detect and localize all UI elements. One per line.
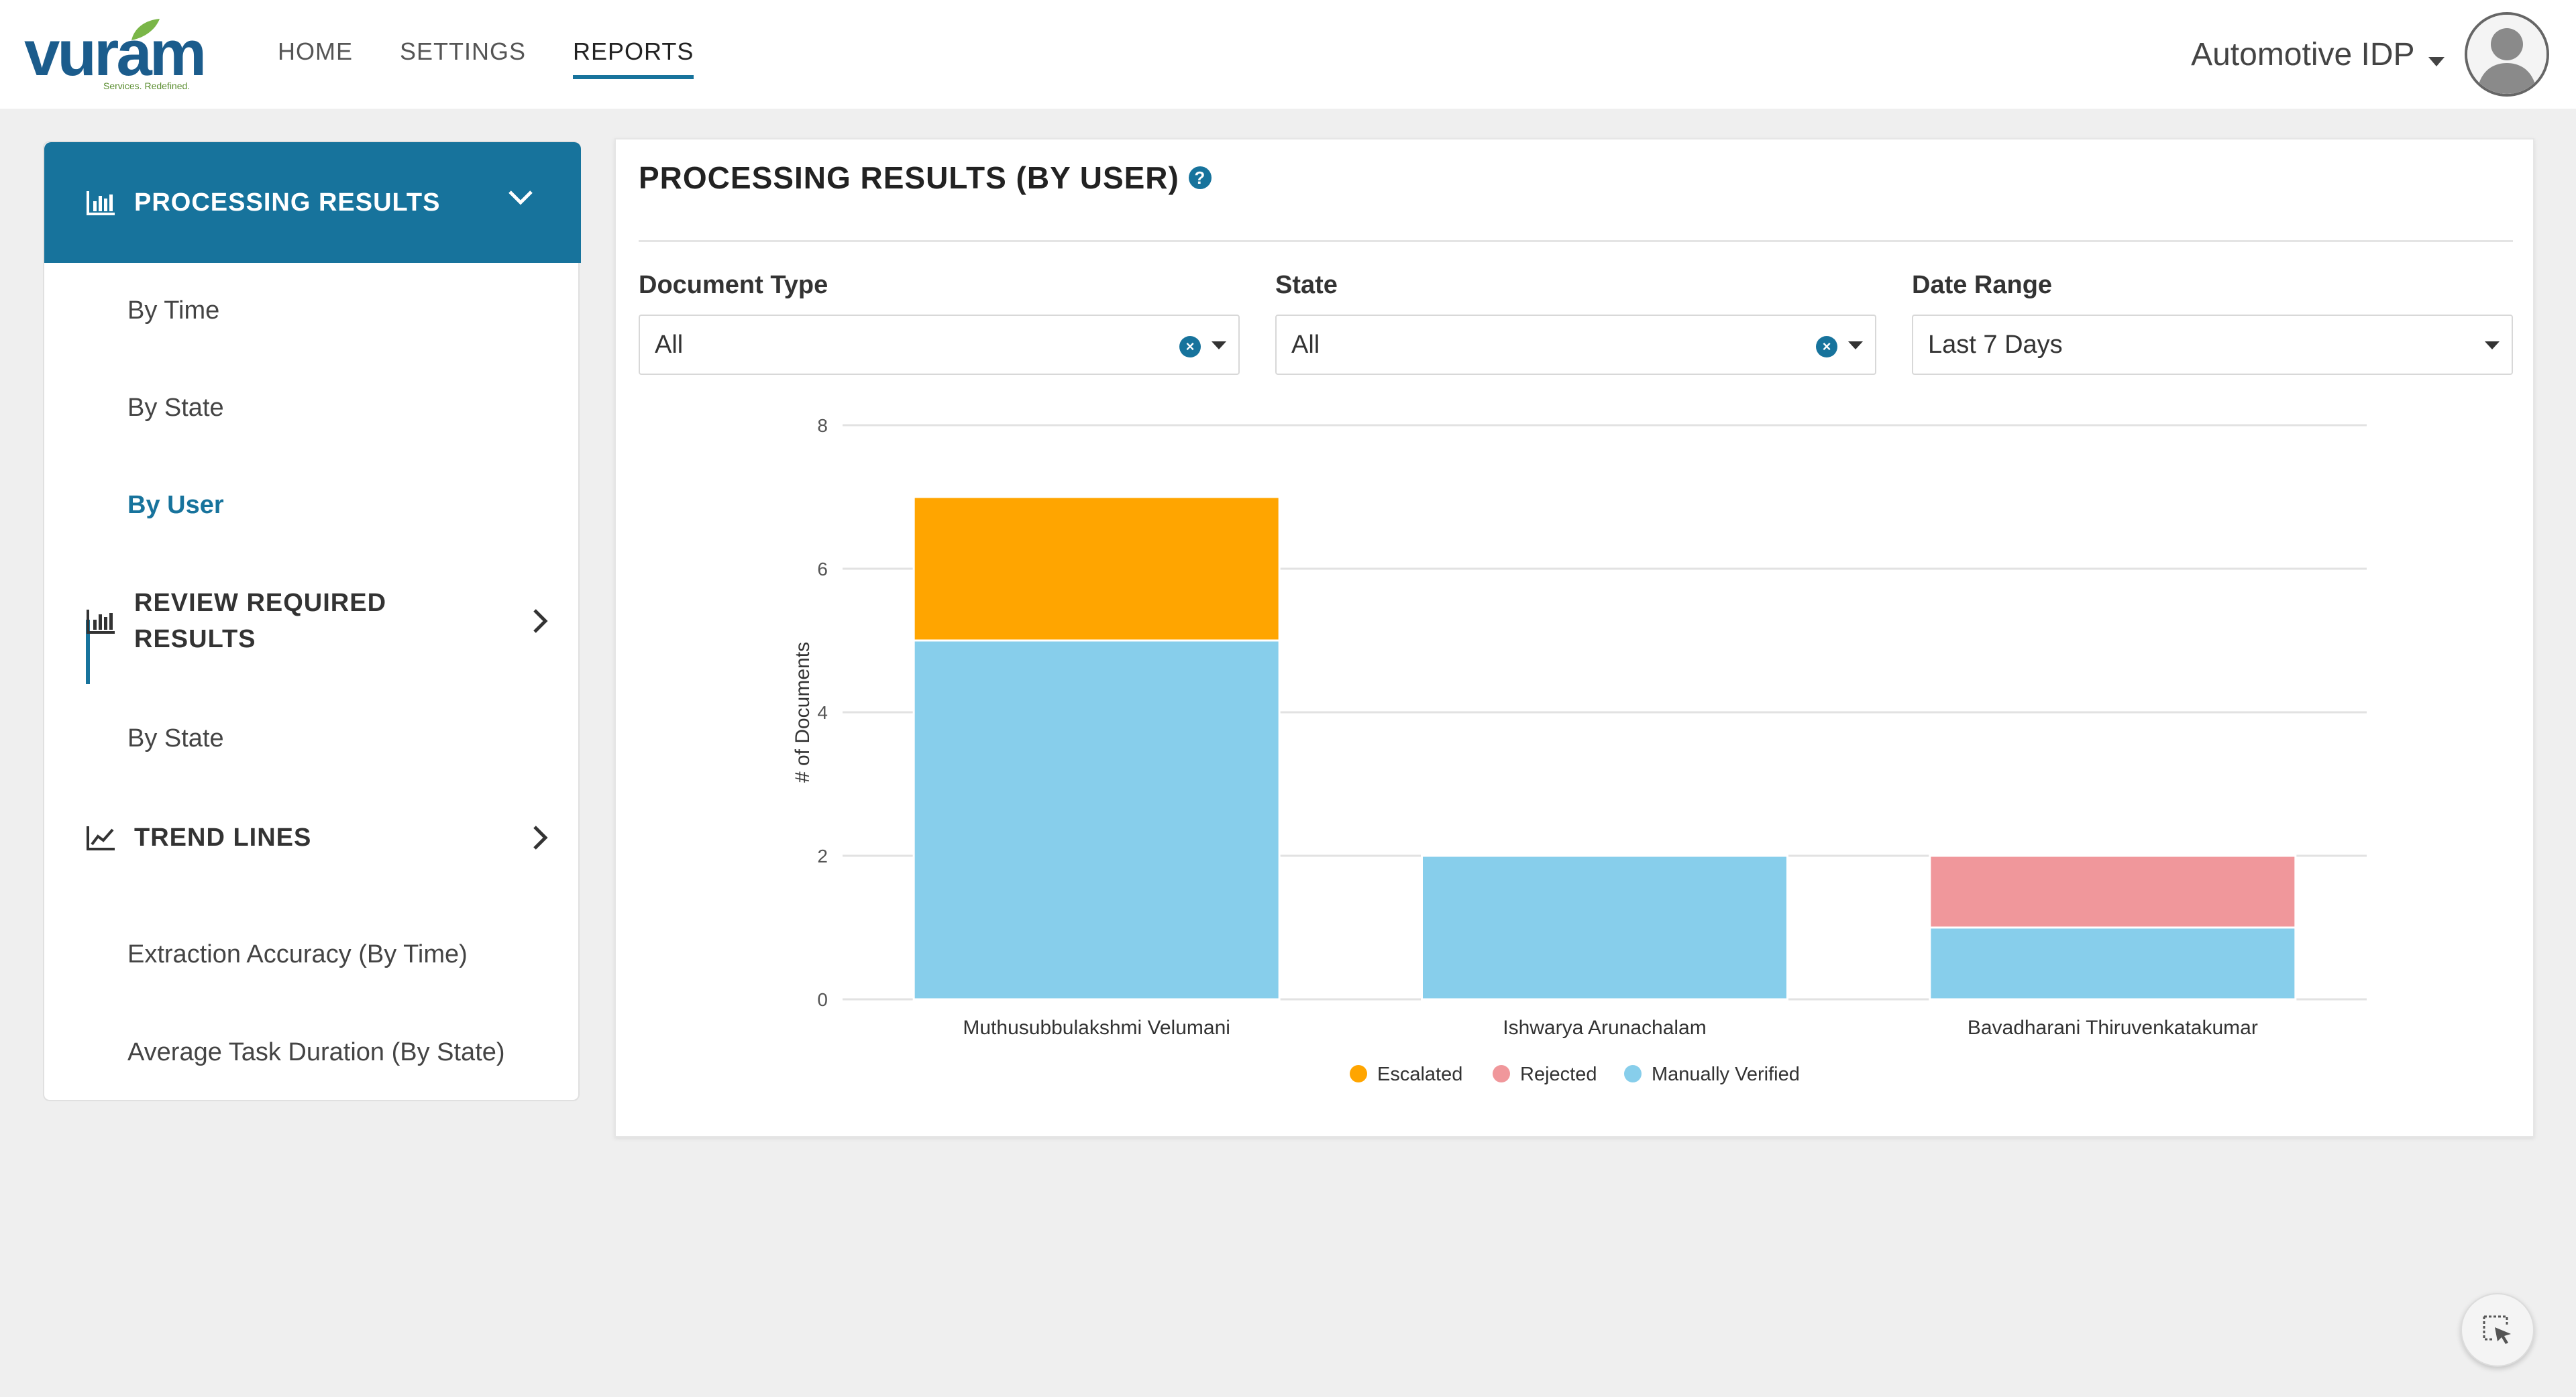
logo-tagline: Services. Redefined. <box>103 80 191 91</box>
divider <box>639 240 2513 242</box>
document-type-select[interactable]: All × <box>639 315 1240 375</box>
legend-marker <box>1350 1065 1367 1082</box>
x-tick-label: Muthusubbulakshmi Velumani <box>963 1017 1230 1039</box>
clear-icon[interactable]: × <box>1816 336 1837 357</box>
user-dropdown[interactable]: Automotive IDP <box>2191 36 2445 73</box>
sidebar-group-trend-lines[interactable]: TREND LINES <box>86 820 555 856</box>
filter-date-range: Date Range Last 7 Days <box>1912 271 2513 375</box>
sidebar-item-extraction-accuracy[interactable]: Extraction Accuracy (By Time) <box>127 940 468 968</box>
date-range-select[interactable]: Last 7 Days <box>1912 315 2513 375</box>
sidebar-group-processing-results[interactable]: PROCESSING RESULTS <box>44 142 581 263</box>
user-name: Automotive IDP <box>2191 36 2415 72</box>
page-title: PROCESSING RESULTS (BY USER) ? <box>639 160 1212 196</box>
y-tick-label: 6 <box>817 559 828 579</box>
bar-chart-icon <box>87 610 115 634</box>
caret-down-icon <box>2428 57 2445 67</box>
caret-down-icon[interactable] <box>2485 341 2500 349</box>
filter-label: Date Range <box>1912 271 2053 299</box>
filter-document-type: Document Type All × <box>639 271 1240 375</box>
top-bar: vuram Services. Redefined. HOME SETTINGS… <box>0 0 2576 109</box>
bar-rejected <box>1929 854 2297 929</box>
sidebar-item-by-state[interactable]: By State <box>127 394 224 422</box>
pointer-select-icon <box>2483 1315 2511 1344</box>
bar-manually-verified <box>1421 854 1788 1001</box>
sidebar-group-review-required[interactable]: REVIEW REQUIRED RESULTS <box>86 585 555 657</box>
select-value: Last 7 Days <box>1928 330 2063 359</box>
legend-marker <box>1624 1065 1642 1082</box>
bar-manually-verified <box>912 639 1281 1001</box>
nav-reports[interactable]: REPORTS <box>573 38 694 79</box>
state-select[interactable]: All × <box>1275 315 1876 375</box>
main-nav: HOME SETTINGS REPORTS <box>278 38 694 79</box>
x-tick-label: Bavadharani Thiruvenkatakumar <box>1968 1017 2258 1039</box>
user-avatar-icon <box>2467 15 2546 94</box>
select-value: All <box>655 330 684 359</box>
filter-label: Document Type <box>639 271 828 299</box>
select-value: All <box>1291 330 1320 359</box>
avatar[interactable] <box>2465 12 2549 97</box>
y-tick-label: 0 <box>817 989 828 1010</box>
reports-sidebar: PROCESSING RESULTS By Time By State By U… <box>43 141 581 1101</box>
sidebar-item-average-task-duration[interactable]: Average Task Duration (By State) <box>127 1038 505 1066</box>
chevron-right-icon <box>533 826 548 850</box>
caret-down-icon[interactable] <box>1212 341 1226 349</box>
x-tick-label: Ishwarya Arunachalam <box>1503 1017 1707 1039</box>
legend-marker <box>1493 1065 1510 1082</box>
sidebar-item-review-by-state[interactable]: By State <box>127 724 224 752</box>
y-tick-label: 2 <box>817 846 828 867</box>
bar-escalated <box>912 496 1281 642</box>
y-tick-label: 4 <box>817 702 828 723</box>
bar-chart-icon <box>87 191 115 215</box>
vuram-logo[interactable]: vuram Services. Redefined. <box>24 16 212 91</box>
nav-settings[interactable]: SETTINGS <box>400 38 527 65</box>
filter-state: State All × <box>1275 271 1876 375</box>
sidebar-item-by-user[interactable]: By User <box>127 491 224 519</box>
caret-down-icon[interactable] <box>1848 341 1863 349</box>
nav-home[interactable]: HOME <box>278 38 353 65</box>
logo-text: vuram <box>24 17 207 89</box>
sidebar-group-label: TREND LINES <box>134 824 312 852</box>
legend-label: Escalated <box>1377 1064 1462 1085</box>
filter-label: State <box>1275 271 1338 299</box>
legend-label: Rejected <box>1520 1064 1597 1085</box>
select-tool-button[interactable] <box>2461 1293 2534 1367</box>
leaf-icon <box>131 19 160 40</box>
sidebar-item-by-time[interactable]: By Time <box>127 296 220 325</box>
active-indicator <box>86 620 90 684</box>
sidebar-group-label: REVIEW REQUIRED RESULTS <box>134 589 387 653</box>
y-axis-label: # of Documents <box>792 642 814 783</box>
user-menu[interactable]: Automotive IDP <box>2191 12 2549 97</box>
chevron-down-icon <box>508 190 533 205</box>
help-icon[interactable]: ? <box>1188 166 1212 189</box>
bar-manually-verified <box>1929 926 2297 1001</box>
legend-label: Manually Verified <box>1652 1064 1800 1085</box>
sidebar-group-label: PROCESSING RESULTS <box>134 188 441 217</box>
page-title-text: PROCESSING RESULTS (BY USER) <box>639 160 1179 195</box>
stacked-bar-chart: 0 2 4 6 8 # of Documents Muthusubbulakshmi Vel… <box>792 415 2367 1085</box>
clear-icon[interactable]: × <box>1179 336 1201 357</box>
line-chart-icon <box>87 826 115 850</box>
y-tick-label: 8 <box>817 415 828 436</box>
chevron-right-icon <box>533 609 548 633</box>
